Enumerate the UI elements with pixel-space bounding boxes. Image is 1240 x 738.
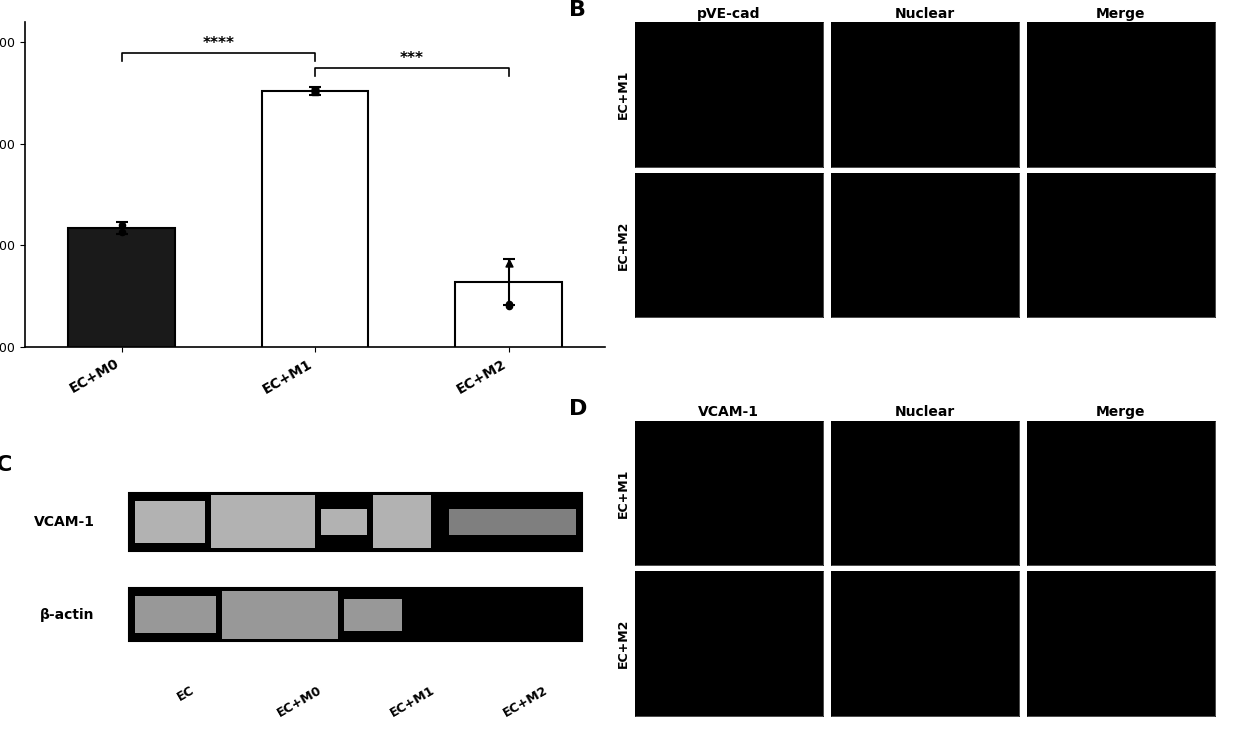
Text: C: C <box>0 455 12 475</box>
Bar <box>262 92 368 738</box>
Text: EC+M2: EC+M2 <box>501 684 551 720</box>
Y-axis label: EC+M2: EC+M2 <box>618 221 630 269</box>
Y-axis label: EC+M2: EC+M2 <box>618 619 630 668</box>
Point <box>305 85 325 97</box>
Bar <box>129 493 583 551</box>
Point <box>305 84 325 96</box>
Point <box>112 227 131 238</box>
Bar <box>345 599 402 631</box>
Text: EC+M1: EC+M1 <box>388 684 436 720</box>
Point <box>305 86 325 97</box>
Point <box>112 219 131 231</box>
Point <box>498 298 518 310</box>
Bar <box>321 508 367 535</box>
Text: EC+M0: EC+M0 <box>274 684 324 720</box>
Point <box>305 86 325 98</box>
Title: pVE-cad: pVE-cad <box>697 7 760 21</box>
Title: Nuclear: Nuclear <box>895 405 955 419</box>
Text: B: B <box>568 1 585 21</box>
Bar <box>135 596 217 633</box>
Bar <box>222 591 339 639</box>
Bar <box>449 508 577 535</box>
Bar <box>129 588 583 641</box>
Title: VCAM-1: VCAM-1 <box>698 405 759 419</box>
Point <box>498 300 518 312</box>
Bar <box>211 495 315 548</box>
Text: β-actin: β-actin <box>40 608 94 622</box>
Bar <box>135 500 205 543</box>
Y-axis label: EC+M1: EC+M1 <box>618 70 630 119</box>
Title: Merge: Merge <box>1096 405 1146 419</box>
Y-axis label: EC+M1: EC+M1 <box>618 469 630 517</box>
Point <box>498 257 518 269</box>
Text: VCAM-1: VCAM-1 <box>33 515 94 529</box>
Text: ****: **** <box>202 35 234 50</box>
Title: Merge: Merge <box>1096 7 1146 21</box>
Text: ***: *** <box>401 51 424 66</box>
Bar <box>373 495 432 548</box>
Title: Nuclear: Nuclear <box>895 7 955 21</box>
Bar <box>68 228 175 738</box>
Text: D: D <box>568 399 587 419</box>
Text: EC: EC <box>175 684 197 704</box>
Bar <box>455 282 562 738</box>
